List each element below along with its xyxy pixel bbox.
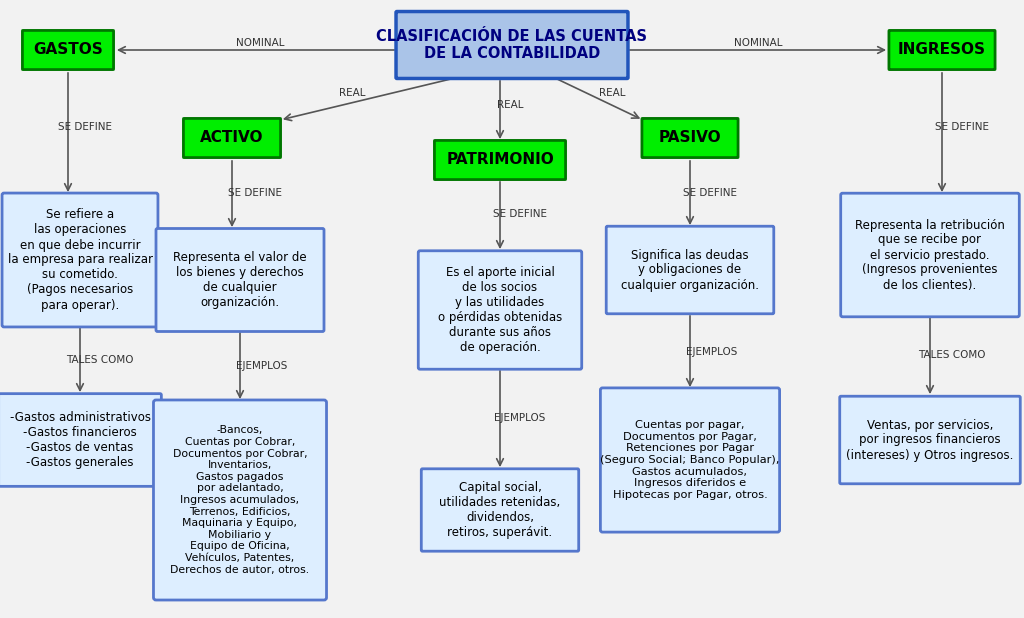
FancyBboxPatch shape	[600, 388, 779, 532]
Text: Significa las deudas
y obligaciones de
cualquier organización.: Significa las deudas y obligaciones de c…	[621, 248, 759, 292]
Text: SE DEFINE: SE DEFINE	[228, 188, 282, 198]
Text: EJEMPLOS: EJEMPLOS	[237, 361, 288, 371]
Text: Cuentas por pagar,
Documentos por Pagar,
Retenciones por Pagar
(Seguro Social; B: Cuentas por pagar, Documentos por Pagar,…	[600, 420, 779, 500]
Text: NOMINAL: NOMINAL	[236, 38, 285, 48]
FancyBboxPatch shape	[156, 229, 324, 331]
Text: GASTOS: GASTOS	[33, 43, 102, 57]
FancyBboxPatch shape	[23, 30, 114, 70]
Text: NOMINAL: NOMINAL	[734, 38, 782, 48]
FancyBboxPatch shape	[889, 30, 995, 70]
FancyBboxPatch shape	[183, 119, 281, 158]
Text: TALES COMO: TALES COMO	[919, 350, 986, 360]
Text: Se refiere a
las operaciones
en que debe incurrir
la empresa para realizar
su co: Se refiere a las operaciones en que debe…	[7, 208, 153, 311]
Text: REAL: REAL	[339, 88, 366, 98]
Text: Capital social,
utilidades retenidas,
dividendos,
retiros, superávit.: Capital social, utilidades retenidas, di…	[439, 481, 560, 539]
FancyBboxPatch shape	[421, 469, 579, 551]
Text: EJEMPLOS: EJEMPLOS	[686, 347, 737, 357]
FancyBboxPatch shape	[642, 119, 738, 158]
FancyBboxPatch shape	[396, 12, 628, 78]
Text: Es el aporte inicial
de los socios
y las utilidades
o pérdidas obtenidas
durante: Es el aporte inicial de los socios y las…	[438, 266, 562, 354]
Text: PASIVO: PASIVO	[658, 130, 721, 145]
Text: Representa la retribución
que se recibe por
el servicio prestado.
(Ingresos prov: Representa la retribución que se recibe …	[855, 219, 1005, 292]
Text: Ventas, por servicios,
por ingresos financieros
(intereses) y Otros ingresos.: Ventas, por servicios, por ingresos fina…	[846, 418, 1014, 462]
Text: -Bancos,
Cuentas por Cobrar,
Documentos por Cobrar,
Inventarios,
Gastos pagados
: -Bancos, Cuentas por Cobrar, Documentos …	[170, 425, 309, 575]
Text: PATRIMONIO: PATRIMONIO	[446, 153, 554, 167]
Text: -Gastos administrativos
-Gastos financieros
-Gastos de ventas
-Gastos generales: -Gastos administrativos -Gastos financie…	[9, 411, 151, 469]
FancyBboxPatch shape	[840, 396, 1020, 484]
Text: Representa el valor de
los bienes y derechos
de cualquier
organización.: Representa el valor de los bienes y dere…	[173, 251, 307, 309]
FancyBboxPatch shape	[841, 193, 1019, 317]
Text: ACTIVO: ACTIVO	[201, 130, 264, 145]
Text: SE DEFINE: SE DEFINE	[493, 209, 547, 219]
FancyBboxPatch shape	[154, 400, 327, 600]
FancyBboxPatch shape	[418, 251, 582, 369]
Text: SE DEFINE: SE DEFINE	[58, 122, 112, 132]
Text: REAL: REAL	[599, 88, 626, 98]
Text: SE DEFINE: SE DEFINE	[683, 188, 737, 198]
Text: SE DEFINE: SE DEFINE	[935, 122, 989, 132]
FancyBboxPatch shape	[606, 226, 774, 314]
Text: REAL: REAL	[497, 100, 523, 110]
FancyBboxPatch shape	[434, 140, 565, 180]
Text: INGRESOS: INGRESOS	[898, 43, 986, 57]
Text: TALES COMO: TALES COMO	[67, 355, 134, 365]
Text: CLASIFICACIÓN DE LAS CUENTAS
DE LA CONTABILIDAD: CLASIFICACIÓN DE LAS CUENTAS DE LA CONTA…	[377, 29, 647, 61]
FancyBboxPatch shape	[2, 193, 158, 327]
Text: EJEMPLOS: EJEMPLOS	[495, 413, 546, 423]
FancyBboxPatch shape	[0, 394, 162, 486]
